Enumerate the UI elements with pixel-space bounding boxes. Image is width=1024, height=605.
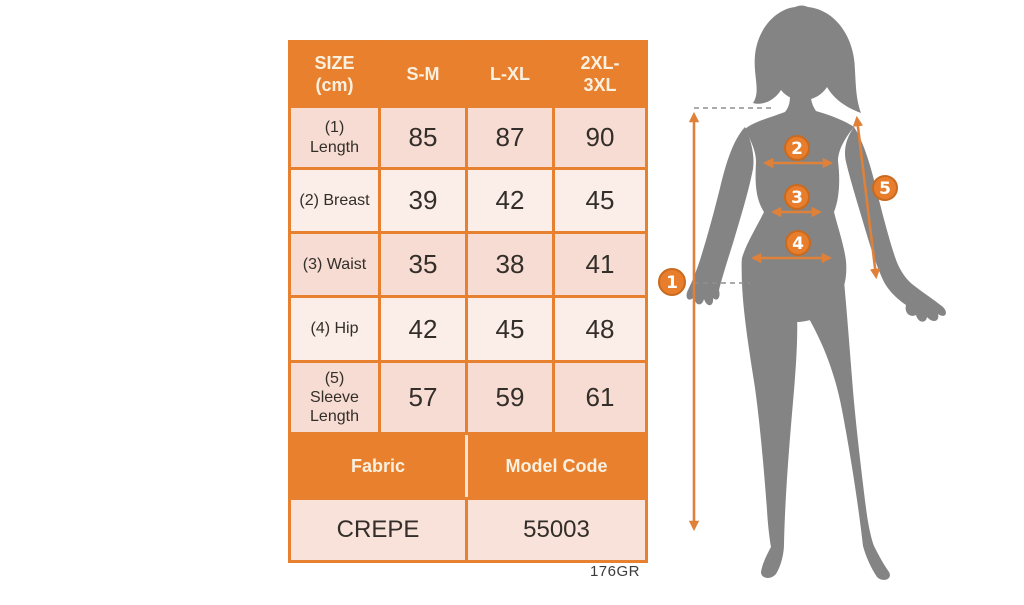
header-l-xl: L-XL (465, 40, 555, 108)
row-label-length: (1) Length (288, 105, 381, 170)
marker-5-circle (872, 175, 898, 201)
breast-s-m: 39 (378, 167, 468, 234)
breast-l-xl: 42 (465, 167, 555, 234)
row-label-breast: (2) Breast (288, 167, 381, 234)
marker-1-circle (658, 268, 686, 296)
table-row-breast: (2) Breast 39 42 45 (288, 167, 648, 234)
marker-4-number: 4 (792, 234, 804, 254)
measurement-diagram: 1 2 3 4 5 (658, 5, 946, 580)
waist-l-xl: 38 (465, 231, 555, 298)
waist-s-m: 35 (378, 231, 468, 298)
marker-3-number: 3 (791, 188, 803, 208)
hip-l-xl: 45 (465, 295, 555, 363)
silhouette-left-arm (686, 127, 754, 306)
fabric-modelcode-values-row: CREPE 55003 (288, 497, 648, 563)
model-code-header: Model Code (465, 432, 648, 500)
marker-1-length: 1 (658, 268, 686, 296)
table-row-sleeve-length: (5) Sleeve Length 57 59 61 (288, 360, 648, 435)
marker-4-hip: 4 (785, 230, 811, 256)
marker-2-circle (784, 135, 810, 161)
row-label-waist: (3) Waist (288, 231, 381, 298)
weight-note: 176GR (589, 563, 640, 580)
silhouette-right-leg (807, 260, 890, 580)
waist-2xl-3xl: 41 (552, 231, 648, 298)
sleeve-s-m: 57 (378, 360, 468, 435)
fabric-header: Fabric (288, 432, 468, 500)
breast-2xl-3xl: 45 (552, 167, 648, 234)
marker-2-number: 2 (791, 139, 803, 159)
marker-1-number: 1 (666, 273, 678, 293)
length-l-xl: 87 (465, 105, 555, 170)
marker-3-waist: 3 (784, 184, 810, 210)
marker-4-circle (785, 230, 811, 256)
marker-5-number: 5 (879, 179, 891, 199)
header-2xl-3xl: 2XL- 3XL (552, 40, 648, 108)
model-code-value: 55003 (465, 497, 648, 563)
size-table-header-row: SIZE (cm) S-M L-XL 2XL- 3XL (288, 40, 648, 108)
length-2xl-3xl: 90 (552, 105, 648, 170)
fabric-value: CREPE (288, 497, 468, 563)
marker-5-sleeve: 5 (872, 175, 898, 201)
silhouette-left-leg (741, 258, 798, 578)
silhouette-head-hair (753, 5, 861, 113)
table-row-hip: (4) Hip 42 45 48 (288, 295, 648, 363)
row-label-hip: (4) Hip (288, 295, 381, 363)
marker-3-circle (784, 184, 810, 210)
size-table: SIZE (cm) S-M L-XL 2XL- 3XL (1) Length 8… (288, 40, 648, 563)
table-row-length: (1) Length 85 87 90 (288, 105, 648, 170)
marker-2-breast: 2 (784, 135, 810, 161)
silhouette-right-arm (844, 127, 946, 322)
hip-s-m: 42 (378, 295, 468, 363)
fabric-modelcode-header-row: Fabric Model Code (288, 432, 648, 500)
header-size-cm: SIZE (cm) (288, 40, 381, 108)
woman-silhouette (686, 5, 946, 580)
table-row-waist: (3) Waist 35 38 41 (288, 231, 648, 298)
length-s-m: 85 (378, 105, 468, 170)
sleeve-arrow (852, 115, 881, 280)
hip-2xl-3xl: 48 (552, 295, 648, 363)
sleeve-l-xl: 59 (465, 360, 555, 435)
sleeve-2xl-3xl: 61 (552, 360, 648, 435)
row-label-sleeve-length: (5) Sleeve Length (288, 360, 381, 435)
header-s-m: S-M (378, 40, 468, 108)
